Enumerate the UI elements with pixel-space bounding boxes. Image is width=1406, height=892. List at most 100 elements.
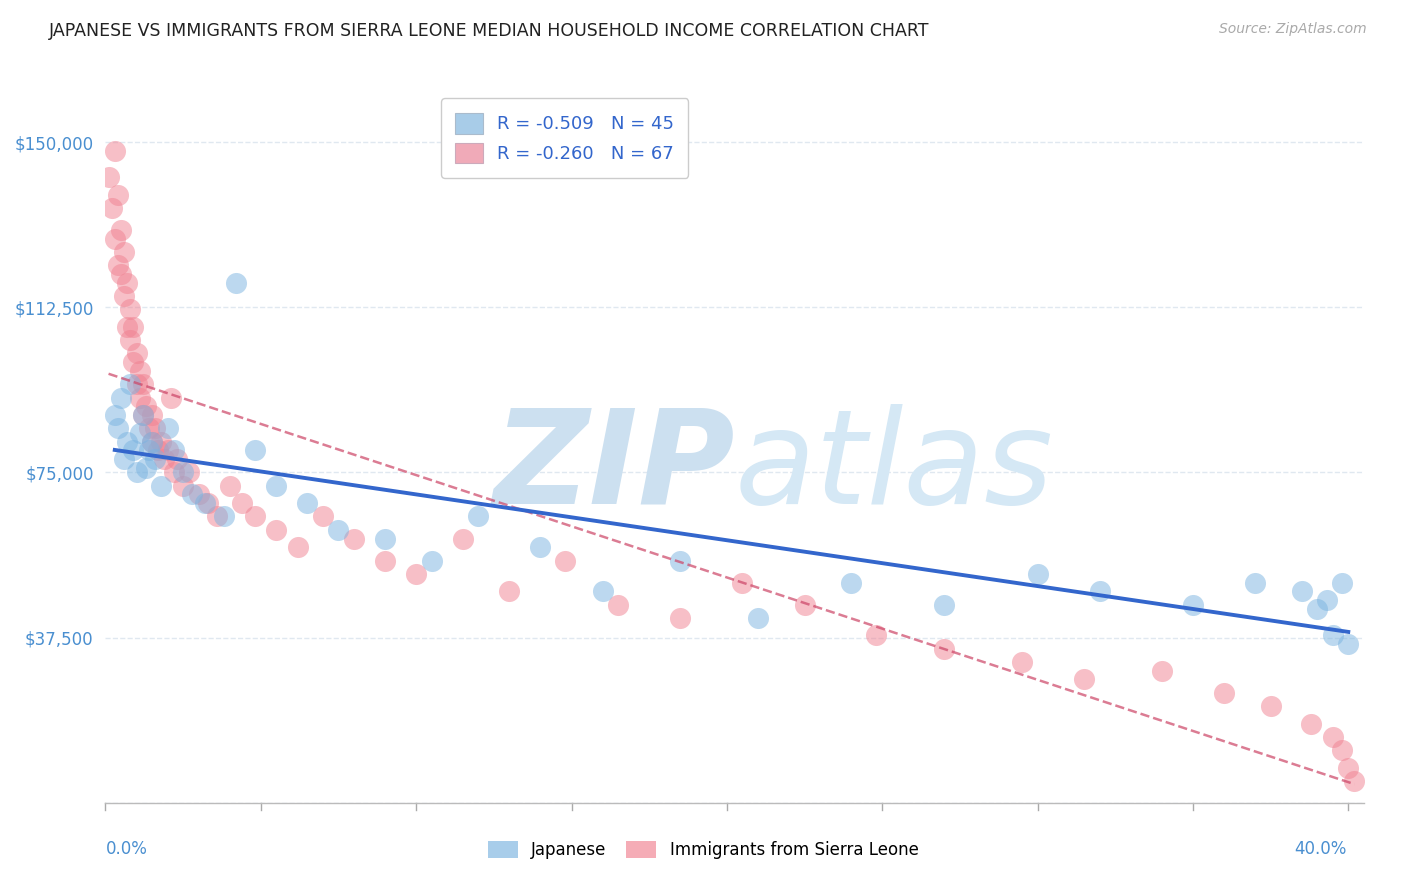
Point [1322, 628, 1344, 642]
Point [1337, 760, 1360, 774]
Point [328, 523, 350, 537]
Point [297, 496, 319, 510]
Point [132, 377, 155, 392]
Point [104, 408, 127, 422]
Point [132, 408, 155, 422]
Point [115, 276, 138, 290]
Point [104, 144, 127, 158]
Point [197, 496, 219, 510]
Point [187, 487, 209, 501]
Point [107, 259, 129, 273]
Point [592, 584, 614, 599]
Point [731, 575, 754, 590]
Point [1343, 773, 1365, 788]
Point [343, 532, 366, 546]
Point [529, 541, 551, 555]
Point [243, 443, 266, 458]
Text: 40.0%: 40.0% [1295, 840, 1347, 858]
Point [97, 170, 120, 185]
Point [150, 434, 173, 449]
Point [374, 553, 396, 567]
Point [181, 487, 204, 501]
Point [669, 611, 692, 625]
Point [122, 443, 145, 458]
Point [156, 443, 179, 458]
Text: JAPANESE VS IMMIGRANTS FROM SIERRA LEONE MEDIAN HOUSEHOLD INCOME CORRELATION CHA: JAPANESE VS IMMIGRANTS FROM SIERRA LEONE… [49, 22, 929, 40]
Point [107, 421, 129, 435]
Point [1073, 673, 1095, 687]
Point [312, 509, 335, 524]
Point [138, 443, 160, 458]
Point [148, 443, 170, 458]
Point [218, 478, 240, 492]
Point [451, 532, 474, 546]
Point [1088, 584, 1111, 599]
Point [112, 245, 135, 260]
Point [1315, 593, 1337, 607]
Point [135, 461, 157, 475]
Point [1291, 584, 1313, 599]
Point [669, 553, 692, 567]
Point [128, 391, 150, 405]
Point [225, 276, 247, 290]
Point [166, 452, 188, 467]
Point [120, 333, 142, 347]
Text: ZIP: ZIP [494, 404, 734, 531]
Point [138, 421, 160, 435]
Point [128, 425, 150, 440]
Point [122, 355, 145, 369]
Point [112, 289, 135, 303]
Point [554, 553, 576, 567]
Point [498, 584, 520, 599]
Point [793, 598, 815, 612]
Point [115, 320, 138, 334]
Point [143, 421, 166, 435]
Point [179, 466, 201, 480]
Point [110, 391, 132, 405]
Text: 0.0%: 0.0% [105, 840, 148, 858]
Point [266, 523, 288, 537]
Point [120, 302, 142, 317]
Point [156, 421, 179, 435]
Y-axis label: Median Household Income: Median Household Income [0, 336, 3, 556]
Point [194, 496, 217, 510]
Point [1322, 730, 1344, 744]
Point [467, 509, 489, 524]
Point [865, 628, 887, 642]
Point [163, 466, 186, 480]
Point [1337, 637, 1360, 651]
Text: atlas: atlas [734, 404, 1053, 531]
Point [934, 641, 956, 656]
Point [1299, 716, 1322, 731]
Point [243, 509, 266, 524]
Point [839, 575, 862, 590]
Point [107, 188, 129, 202]
Point [122, 320, 145, 334]
Point [1244, 575, 1267, 590]
Point [934, 598, 956, 612]
Point [159, 391, 181, 405]
Point [143, 452, 166, 467]
Point [163, 443, 186, 458]
Point [207, 509, 229, 524]
Point [1331, 575, 1354, 590]
Point [172, 478, 194, 492]
Point [1306, 602, 1329, 616]
Point [420, 553, 443, 567]
Point [100, 201, 122, 215]
Point [1011, 655, 1033, 669]
Point [112, 452, 135, 467]
Legend: Japanese, Immigrants from Sierra Leone: Japanese, Immigrants from Sierra Leone [479, 833, 927, 868]
Point [150, 478, 173, 492]
Point [125, 377, 148, 392]
Point [110, 223, 132, 237]
Point [120, 377, 142, 392]
Point [141, 434, 163, 449]
Point [172, 466, 194, 480]
Point [212, 509, 235, 524]
Text: Source: ZipAtlas.com: Source: ZipAtlas.com [1219, 22, 1367, 37]
Point [405, 566, 427, 581]
Point [125, 466, 148, 480]
Point [104, 232, 127, 246]
Point [141, 408, 163, 422]
